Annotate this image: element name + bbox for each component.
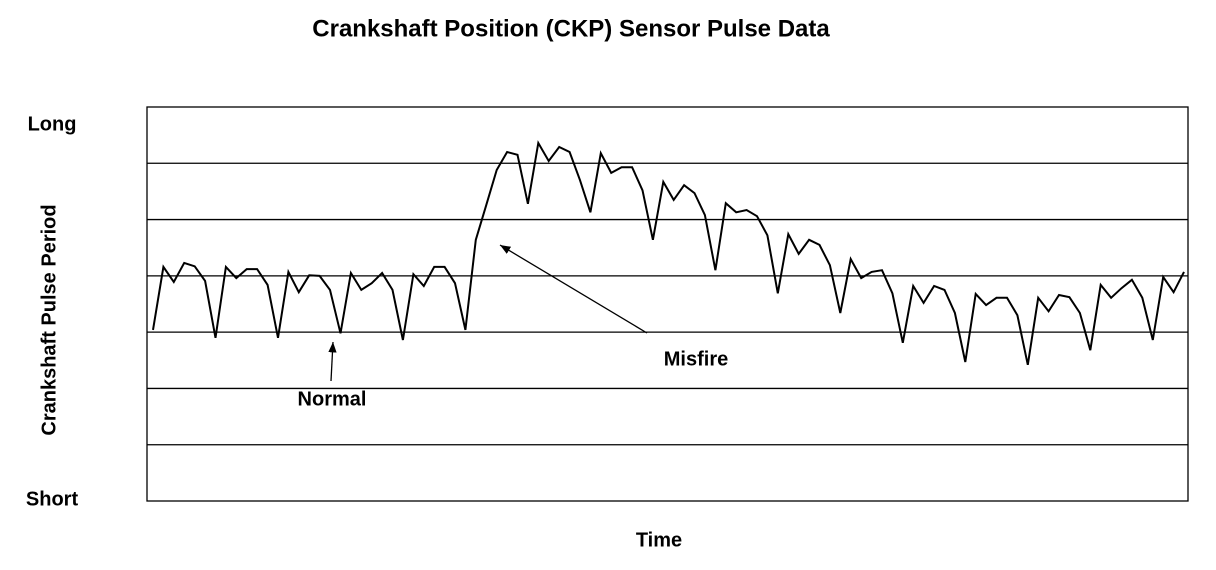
annotation-arrow [328, 341, 337, 382]
y-axis-label: Crankshaft Pulse Period [38, 204, 60, 435]
y-tick-label: Short [26, 488, 79, 510]
plot-frame [146, 106, 1189, 502]
chart-title: Crankshaft Position (CKP) Sensor Pulse D… [312, 15, 830, 42]
annotation: Misfire [664, 348, 728, 370]
y-tick-label: Long [28, 113, 77, 135]
data-line [152, 140, 1185, 366]
annotation-arrow [499, 244, 648, 334]
annotation: Normal [298, 388, 367, 410]
x-axis-label: Time [636, 529, 682, 551]
